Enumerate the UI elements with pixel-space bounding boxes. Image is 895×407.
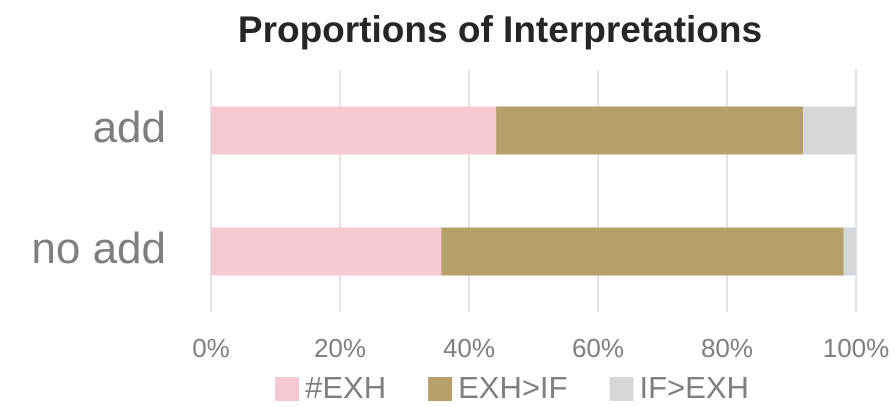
x-tick-label: 40% <box>443 333 495 363</box>
bar-segment <box>803 106 856 155</box>
x-tick-label: 60% <box>572 333 624 363</box>
legend-swatch <box>428 377 453 401</box>
bar-segment <box>211 227 442 276</box>
bar-segment <box>211 106 497 155</box>
legend-swatch <box>609 377 634 401</box>
chart-title: Proportions of Interpretations <box>238 9 762 50</box>
legend-label: EXH>IF <box>458 370 567 405</box>
x-tick-label: 20% <box>314 333 366 363</box>
legend: #EXH EXH>IF IF>EXH <box>275 370 749 405</box>
x-tick-label: 0% <box>192 333 230 363</box>
legend-label: #EXH <box>305 370 386 405</box>
y-tick-label: no add <box>31 224 166 273</box>
y-tick-label: add <box>93 103 166 152</box>
legend-label: IF>EXH <box>639 370 748 405</box>
bar-segment <box>496 106 804 155</box>
legend-swatch <box>275 377 300 401</box>
x-tick-label: 100% <box>823 333 890 363</box>
bar-segment <box>843 227 856 276</box>
x-tick-label: 80% <box>701 333 753 363</box>
bar-segment <box>441 227 844 276</box>
